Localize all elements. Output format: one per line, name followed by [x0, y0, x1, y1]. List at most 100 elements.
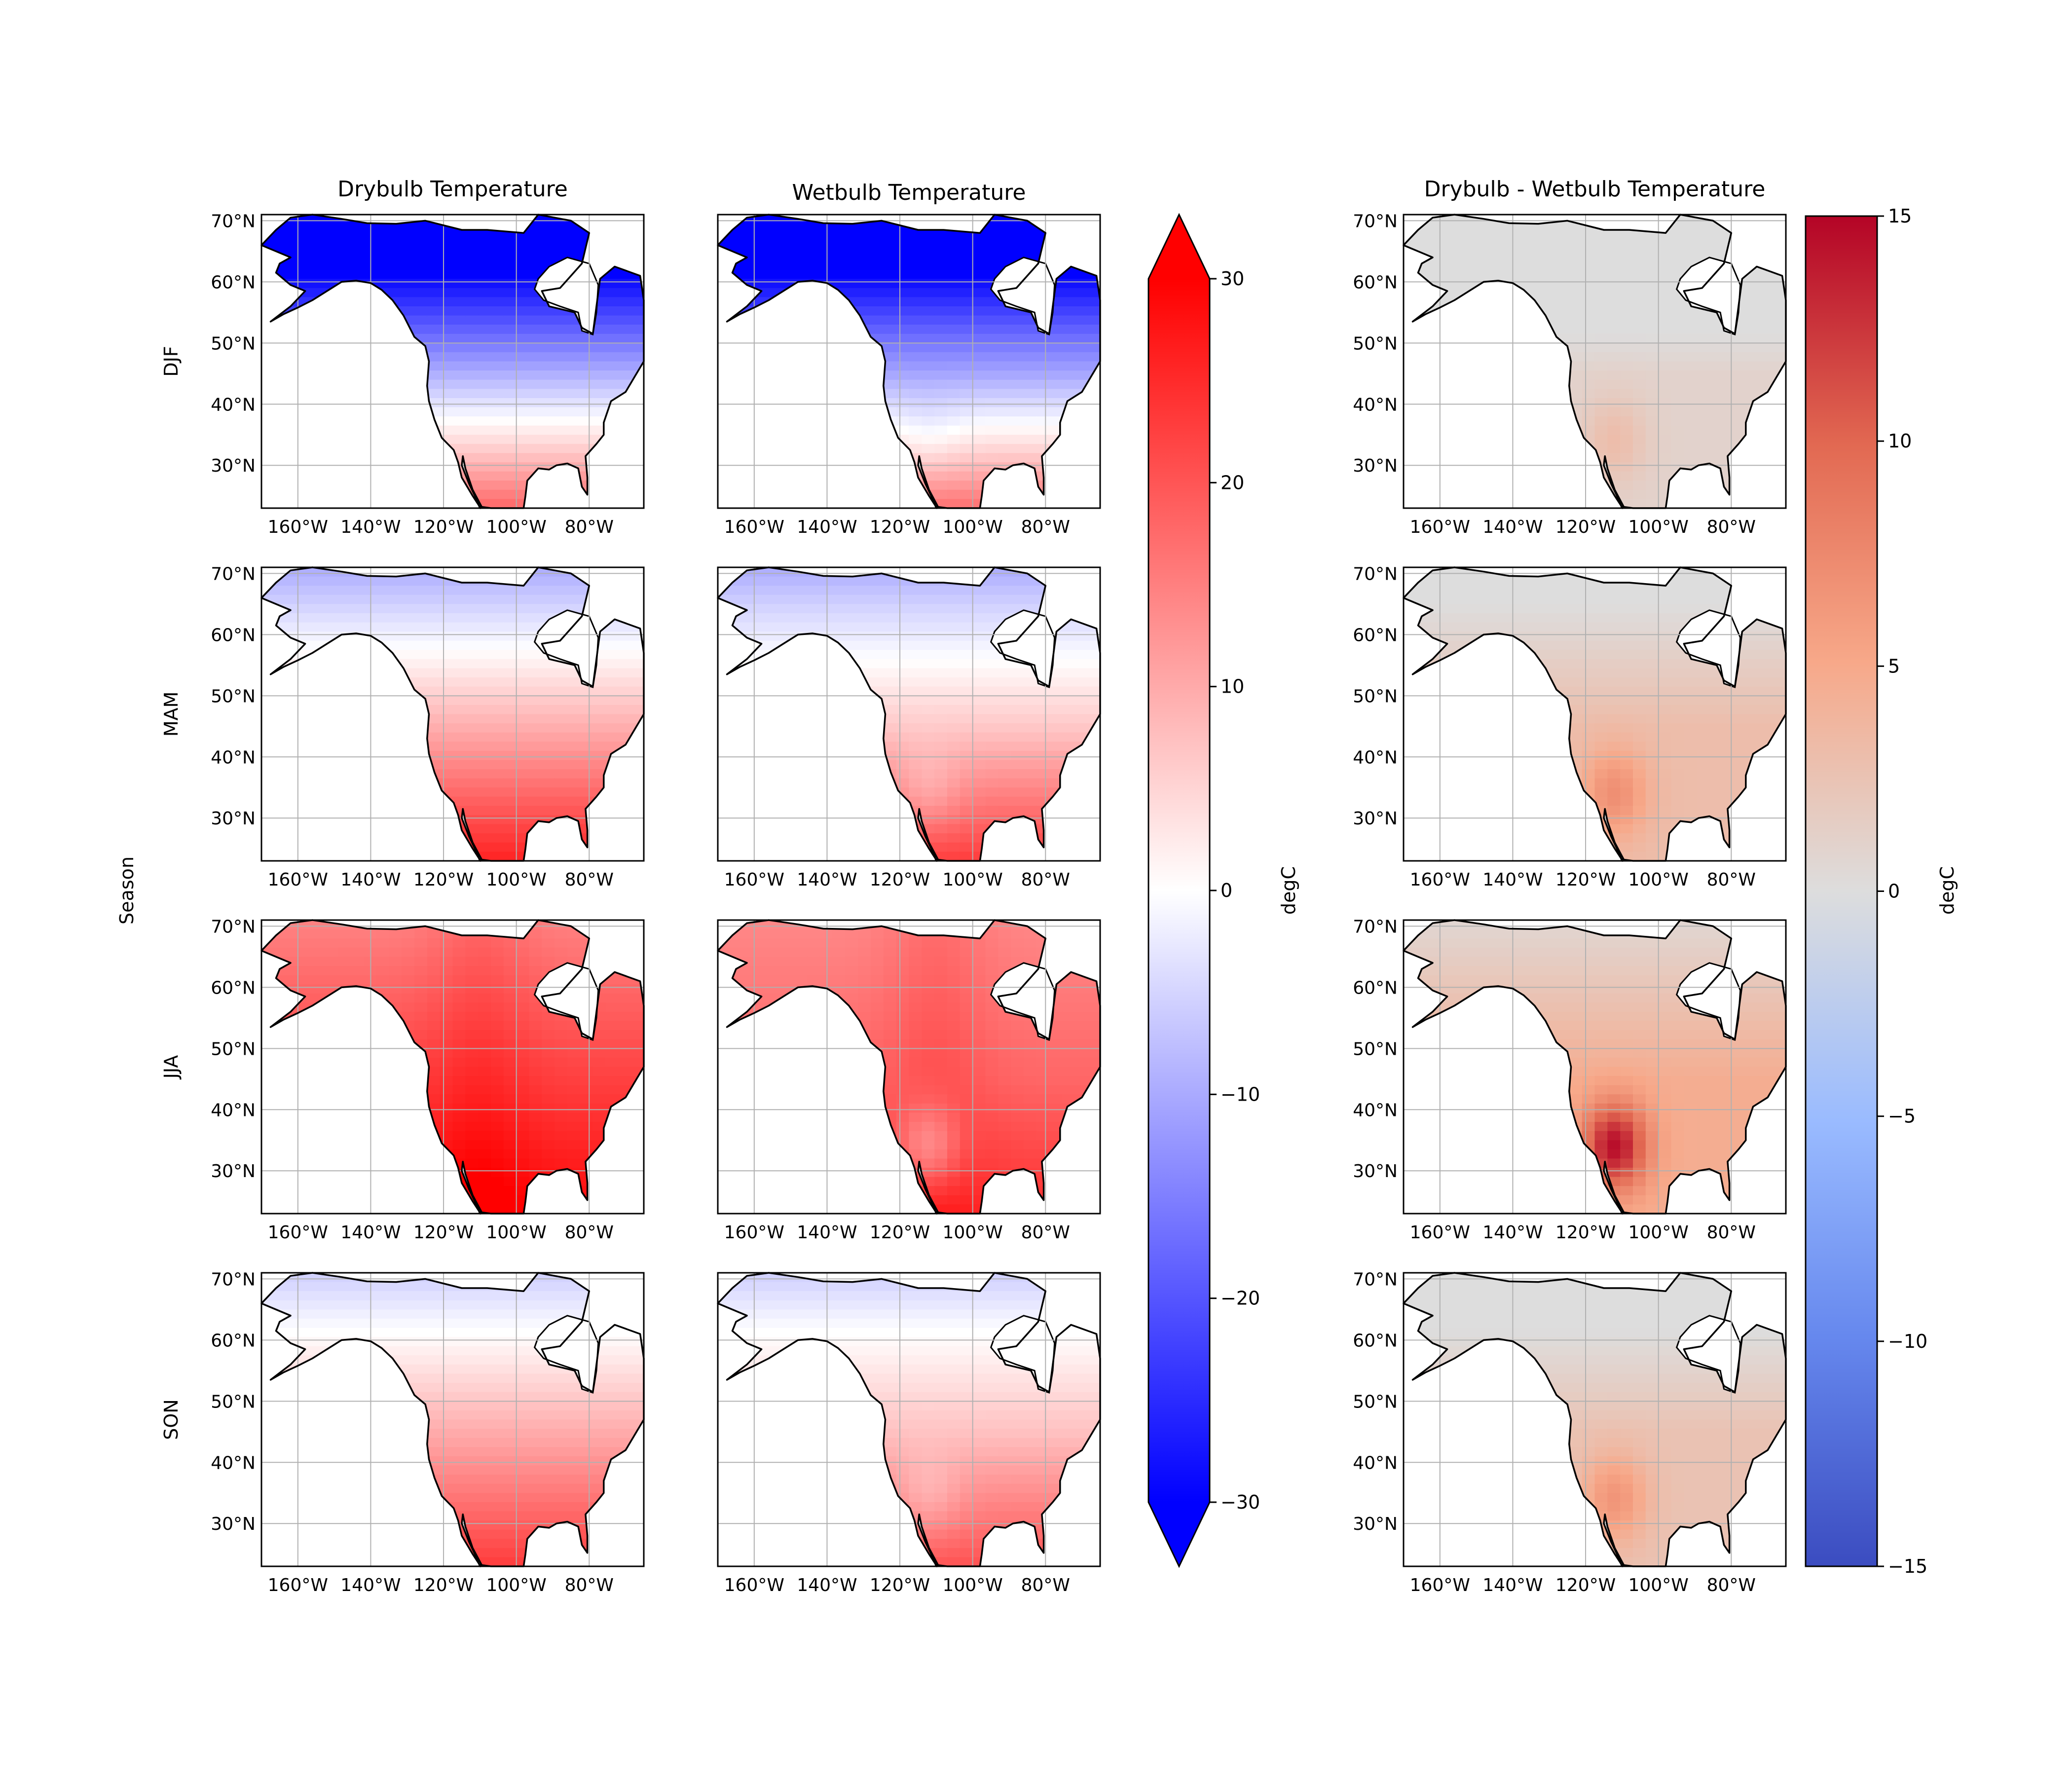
panel-dry-mam-lat-tick: 60°N — [211, 625, 256, 645]
panel-diff-mam-lon-tick: 160°W — [1410, 870, 1470, 890]
panel-diff-jja-lon-tick: 80°W — [1707, 1222, 1756, 1243]
panel-diff-son-lon-tick: 100°W — [1628, 1575, 1689, 1595]
panel-wet-jja-lon-tick: 100°W — [943, 1222, 1003, 1243]
difference-colorbar-tick: 10 — [1888, 430, 1912, 452]
difference-colorbar-tick: 0 — [1888, 881, 1900, 902]
panel-dry-djf: 70°N 60°N 50°N 40°N 30°N 160°W 140°W 120°W 100°W… — [211, 211, 645, 537]
row-label-son: SON — [160, 1399, 182, 1440]
panel-diff-son-lat-tick: 60°N — [1353, 1331, 1398, 1351]
panel-dry-son-coastline — [260, 1272, 645, 1567]
panel-diff-mam-lat-tick: 70°N — [1353, 564, 1398, 584]
panel-diff-son-gridlines — [1404, 1273, 1786, 1566]
difference-colorbar-label: degC — [1936, 866, 1958, 915]
panel-diff-djf-lat-tick: 40°N — [1353, 395, 1398, 415]
panel-wet-mam-lon-tick: 140°W — [797, 870, 857, 890]
panel-dry-djf-lon-tick: 140°W — [340, 517, 401, 537]
panel-dry-son-lon-tick: 120°W — [413, 1575, 474, 1595]
panel-diff-mam-lon-tick: 80°W — [1707, 870, 1756, 890]
difference-colorbar-tick: 5 — [1888, 655, 1900, 677]
panel-diff-djf-lon-tick: 140°W — [1482, 517, 1543, 537]
panel-dry-son-lat-tick: 40°N — [211, 1453, 256, 1473]
panel-wet-mam-gridlines — [718, 567, 1100, 861]
panel-diff-son-lat-tick: 30°N — [1353, 1514, 1398, 1534]
panel-dry-jja-lat-tick: 40°N — [211, 1100, 256, 1120]
panel-diff-jja-lon-tick: 140°W — [1482, 1222, 1543, 1243]
difference-colorbar-tick: 15 — [1888, 205, 1912, 227]
row-label-mam: MAM — [160, 692, 182, 737]
panel-diff-mam: 70°N 60°N 50°N 40°N 30°N 160°W 140°W 120°W 100°W… — [1353, 564, 1787, 890]
panel-wet-jja-lon-tick: 140°W — [797, 1222, 857, 1243]
column-title-wet: Wetbulb Temperature — [792, 180, 1026, 205]
panel-diff-djf-gridlines — [1404, 215, 1786, 508]
panel-dry-djf-lon-tick: 100°W — [486, 517, 547, 537]
panel-diff-mam-lat-tick: 40°N — [1353, 747, 1398, 768]
panel-wet-mam: 160°W 140°W 120°W 100°W 80°W — [717, 566, 1101, 890]
panel-dry-mam-lon-tick: 160°W — [268, 870, 328, 890]
panel-wet-djf-coastline — [717, 214, 1101, 509]
panel-dry-djf-lat-tick: 40°N — [211, 395, 256, 415]
panel-wet-son-lon-tick: 140°W — [797, 1575, 857, 1595]
panel-diff-djf-lon-tick: 120°W — [1555, 517, 1616, 537]
panel-dry-mam-coastline — [260, 566, 645, 862]
panel-diff-djf: 70°N 60°N 50°N 40°N 30°N 160°W 140°W 120°W 100°W… — [1353, 211, 1787, 537]
panel-dry-son-frame — [260, 1272, 645, 1567]
panel-diff-mam-coastline — [1403, 566, 1787, 862]
panel-diff-jja-frame — [1403, 919, 1787, 1215]
panel-diff-djf-lon-tick: 100°W — [1628, 517, 1689, 537]
panel-wet-djf-gridlines — [718, 215, 1100, 508]
panel-dry-mam: 70°N 60°N 50°N 40°N 30°N 160°W 140°W 120°W 100°W… — [211, 564, 645, 890]
panel-diff-djf-lat-tick: 50°N — [1353, 333, 1398, 354]
panel-diff-djf-lat-tick: 70°N — [1353, 211, 1398, 231]
panel-wet-djf-lon-tick: 160°W — [724, 517, 784, 537]
panel-diff-mam-lon-tick: 100°W — [1628, 870, 1689, 890]
panel-wet-mam-coastline — [717, 566, 1101, 862]
panel-dry-djf-coastline — [260, 214, 645, 509]
temperature-colorbar-tick: 10 — [1221, 676, 1244, 698]
panel-dry-mam-gridlines — [261, 567, 644, 861]
panel-wet-son-lon-tick: 120°W — [870, 1575, 930, 1595]
panel-dry-jja-frame — [260, 919, 645, 1215]
temperature-colorbar-max-extend — [1148, 215, 1210, 279]
panel-dry-mam-lon-tick: 120°W — [413, 870, 474, 890]
panel-dry-jja-lat-tick: 70°N — [211, 917, 256, 937]
panel-diff-jja-lon-tick: 160°W — [1410, 1222, 1470, 1243]
panel-diff-son-lat-tick: 70°N — [1353, 1269, 1398, 1290]
panel-dry-jja-lon-tick: 120°W — [413, 1222, 474, 1243]
panel-wet-son-lon-tick: 100°W — [943, 1575, 1003, 1595]
panel-diff-mam-lon-tick: 140°W — [1482, 870, 1543, 890]
panel-dry-mam-lat-tick: 70°N — [211, 564, 256, 584]
temperature-colorbar-tick: 30 — [1221, 268, 1244, 290]
panel-diff-djf-lon-tick: 160°W — [1410, 517, 1470, 537]
panel-wet-jja-lon-tick: 120°W — [870, 1222, 930, 1243]
panel-wet-jja-frame — [717, 919, 1101, 1215]
panel-wet-jja-coastline — [717, 919, 1101, 1215]
panel-dry-jja-lat-tick: 60°N — [211, 978, 256, 998]
panel-diff-jja: 70°N 60°N 50°N 40°N 30°N 160°W 140°W 120°W 100°W… — [1353, 917, 1787, 1243]
temperature-colorbar-tick: 0 — [1221, 880, 1232, 901]
temperature-colorbar-gradient — [1148, 279, 1210, 1502]
panel-dry-djf-lat-tick: 30°N — [211, 456, 256, 476]
panel-diff-djf-lat-tick: 60°N — [1353, 272, 1398, 293]
column-title-dry: Drybulb Temperature — [337, 177, 568, 202]
temperature-colorbar-min-extend — [1148, 1502, 1210, 1566]
panel-dry-djf-gridlines — [261, 215, 644, 508]
row-label-djf: DJF — [160, 346, 182, 376]
panel-diff-jja-gridlines — [1404, 920, 1786, 1214]
panel-diff-mam-gridlines — [1404, 567, 1786, 861]
panel-dry-djf-lat-tick: 50°N — [211, 333, 256, 354]
panel-diff-son-lat-tick: 50°N — [1353, 1392, 1398, 1412]
panel-diff-djf-lon-tick: 80°W — [1707, 517, 1756, 537]
column-title-diff: Drybulb - Wetbulb Temperature — [1424, 177, 1766, 202]
panel-wet-djf: 160°W 140°W 120°W 100°W 80°W — [717, 214, 1101, 537]
panel-diff-son-frame — [1403, 1272, 1787, 1567]
panel-wet-djf-lon-tick: 140°W — [797, 517, 857, 537]
panel-dry-son-lon-tick: 140°W — [340, 1575, 401, 1595]
temperature-colorbar-label: degC — [1278, 866, 1299, 915]
panel-diff-mam-frame — [1403, 566, 1787, 862]
panel-diff-djf-lat-tick: 30°N — [1353, 456, 1398, 476]
panel-dry-jja-gridlines — [261, 920, 644, 1214]
panel-diff-jja-lat-tick: 70°N — [1353, 917, 1398, 937]
panel-dry-son-lon-tick: 160°W — [268, 1575, 328, 1595]
difference-colorbar: 15 10 5 0 −5 −10 −15 degC — [1805, 205, 1958, 1577]
